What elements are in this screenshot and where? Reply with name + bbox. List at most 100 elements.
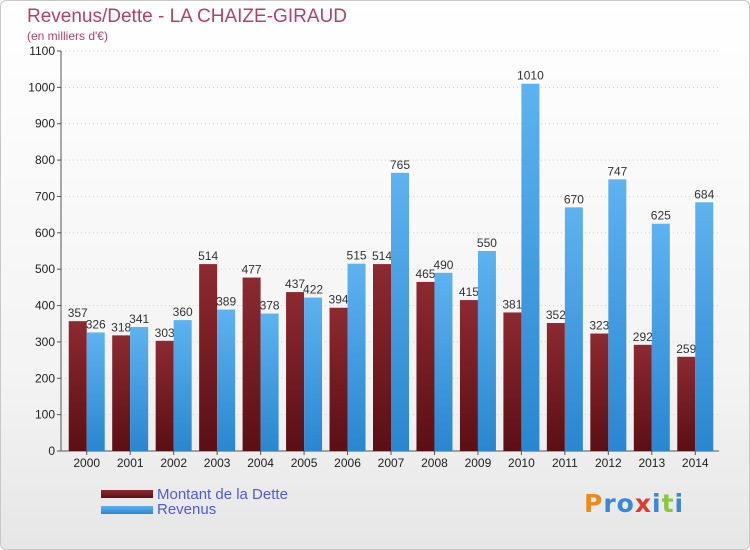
data-label-revenus-2005: 422 bbox=[303, 283, 323, 297]
tick-label-y-800: 800 bbox=[35, 153, 55, 167]
data-label-dette-2004: 477 bbox=[242, 263, 262, 277]
bar-dette-2010 bbox=[503, 312, 522, 451]
tick-label-y-900: 900 bbox=[35, 117, 55, 131]
bar-revenus-2002 bbox=[173, 320, 192, 451]
data-label-revenus-2013: 625 bbox=[651, 209, 671, 223]
logo-letter-5: t bbox=[661, 489, 675, 518]
bar-dette-2002 bbox=[155, 340, 174, 451]
data-label-revenus-2004: 378 bbox=[260, 299, 280, 313]
tick-label-x-2008: 2008 bbox=[421, 456, 448, 470]
tick-label-y-500: 500 bbox=[35, 262, 55, 276]
tick-label-y-700: 700 bbox=[35, 189, 55, 203]
bar-dette-2014 bbox=[677, 356, 696, 451]
tick-label-y-100: 100 bbox=[35, 408, 55, 422]
tick-label-x-2004: 2004 bbox=[247, 456, 274, 470]
bar-dette-2001 bbox=[112, 335, 131, 451]
data-label-revenus-2007: 765 bbox=[390, 158, 410, 172]
tick-label-x-2001: 2001 bbox=[117, 456, 144, 470]
data-label-revenus-2002: 360 bbox=[173, 305, 193, 319]
data-label-dette-2012: 323 bbox=[589, 319, 609, 333]
chart-title: Revenus/Dette - LA CHAIZE-GIRAUD bbox=[27, 6, 347, 27]
tick-label-x-2010: 2010 bbox=[508, 456, 535, 470]
bar-revenus-2014 bbox=[695, 202, 714, 451]
bar-revenus-2012 bbox=[608, 179, 627, 451]
bar-revenus-2007 bbox=[391, 172, 409, 451]
bar-dette-2000 bbox=[68, 321, 87, 451]
legend-swatch-dette bbox=[101, 490, 153, 498]
data-label-dette-2005: 437 bbox=[285, 277, 305, 291]
bar-revenus-2001 bbox=[130, 327, 149, 451]
tick-label-x-2012: 2012 bbox=[595, 456, 622, 470]
logo-letter-6: i bbox=[674, 489, 685, 518]
proxiti-logo: Proxiti bbox=[584, 489, 684, 518]
legend-label-revenus: Revenus bbox=[157, 501, 217, 518]
data-label-dette-2002: 303 bbox=[155, 326, 175, 340]
bar-revenus-2010 bbox=[521, 83, 540, 452]
bar-revenus-2003 bbox=[217, 309, 236, 451]
bar-dette-2012 bbox=[590, 333, 609, 451]
data-label-revenus-2011: 670 bbox=[564, 192, 584, 206]
data-label-revenus-2001: 341 bbox=[129, 312, 149, 326]
data-label-dette-2003: 514 bbox=[198, 249, 218, 263]
bar-dette-2006 bbox=[329, 307, 348, 451]
data-label-revenus-2012: 747 bbox=[607, 164, 627, 178]
bar-revenus-2000 bbox=[86, 332, 105, 451]
bar-dette-2013 bbox=[633, 344, 652, 451]
logo-letter-3: x bbox=[634, 489, 652, 518]
legend-swatch-revenus bbox=[101, 506, 153, 514]
tick-label-x-2002: 2002 bbox=[160, 456, 187, 470]
bar-revenus-2009 bbox=[477, 251, 496, 451]
bar-dette-2005 bbox=[286, 292, 305, 451]
data-label-dette-2010: 381 bbox=[502, 297, 522, 311]
logo-letter-2: o bbox=[616, 489, 635, 518]
data-label-dette-2008: 465 bbox=[415, 267, 435, 281]
data-label-dette-2001: 318 bbox=[111, 320, 131, 334]
bar-dette-2011 bbox=[546, 323, 565, 451]
data-label-revenus-2010: 1010 bbox=[517, 69, 544, 83]
data-label-dette-2006: 394 bbox=[329, 293, 349, 307]
logo-letter-0: P bbox=[584, 489, 604, 518]
bar-dette-2008 bbox=[416, 281, 435, 451]
chart-subtitle: (en milliers d'€) bbox=[27, 29, 108, 43]
bar-dette-2004 bbox=[242, 277, 261, 451]
tick-label-y-600: 600 bbox=[35, 226, 55, 240]
tick-label-y-400: 400 bbox=[35, 299, 55, 313]
data-label-revenus-2006: 515 bbox=[347, 249, 367, 263]
tick-label-x-2011: 2011 bbox=[552, 456, 578, 470]
tick-label-x-2006: 2006 bbox=[334, 456, 361, 470]
tick-label-x-2005: 2005 bbox=[291, 456, 318, 470]
data-label-dette-2007: 514 bbox=[372, 249, 392, 263]
tick-label-x-2003: 2003 bbox=[204, 456, 231, 470]
tick-label-x-2000: 2000 bbox=[73, 456, 100, 470]
tick-label-y-1000: 1000 bbox=[28, 80, 55, 94]
data-label-dette-2009: 415 bbox=[459, 285, 479, 299]
data-label-dette-2014: 259 bbox=[676, 342, 696, 356]
bar-dette-2009 bbox=[459, 300, 478, 451]
tick-label-x-2014: 2014 bbox=[682, 456, 709, 470]
tick-label-x-2009: 2009 bbox=[465, 456, 492, 470]
legend-label-dette: Montant de la Dette bbox=[157, 486, 288, 503]
bar-revenus-2004 bbox=[260, 313, 279, 451]
data-label-dette-2000: 357 bbox=[68, 306, 88, 320]
logo-letter-4: i bbox=[652, 489, 662, 518]
bar-revenus-2011 bbox=[564, 207, 583, 451]
data-label-dette-2013: 292 bbox=[633, 330, 653, 344]
tick-label-y-300: 300 bbox=[35, 335, 55, 349]
data-label-revenus-2000: 326 bbox=[86, 317, 106, 331]
data-label-revenus-2014: 684 bbox=[694, 187, 714, 201]
bar-revenus-2006 bbox=[347, 263, 366, 451]
tick-label-x-2007: 2007 bbox=[378, 456, 405, 470]
bar-dette-2007 bbox=[373, 264, 391, 451]
tick-label-y-1100: 1100 bbox=[29, 44, 55, 58]
tick-label-y-200: 200 bbox=[35, 371, 55, 385]
data-label-revenus-2003: 389 bbox=[216, 295, 236, 309]
bar-revenus-2013 bbox=[651, 223, 670, 451]
logo-letter-1: r bbox=[603, 489, 617, 518]
bar-revenus-2008 bbox=[434, 272, 453, 451]
data-label-revenus-2009: 550 bbox=[477, 236, 497, 250]
data-label-revenus-2008: 490 bbox=[433, 258, 453, 272]
bar-revenus-2005 bbox=[304, 297, 323, 451]
tick-label-y-0: 0 bbox=[48, 444, 55, 458]
